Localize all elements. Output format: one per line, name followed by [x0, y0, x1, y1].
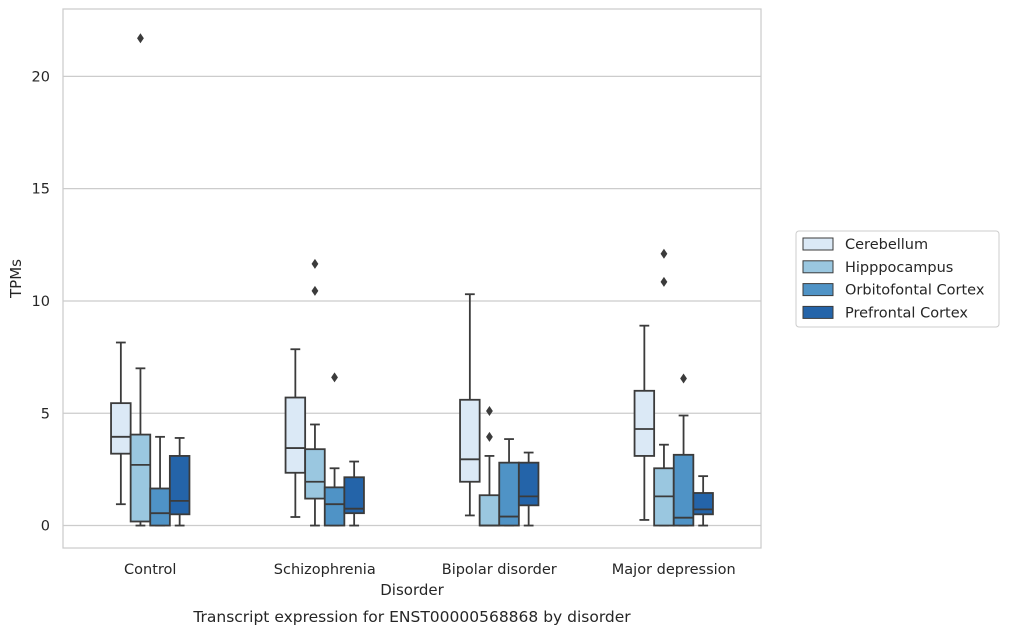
box — [672, 453, 695, 527]
y-tick-label: 20 — [32, 69, 50, 85]
legend-items: Cerebellum Hipppocampus Orbitofontal Corte… — [802, 237, 985, 321]
x-tick-label: Major depression — [612, 562, 736, 578]
legend-label: Hipppocampus — [845, 260, 953, 276]
legend-swatch — [802, 283, 834, 297]
box — [168, 455, 191, 516]
plot-area — [62, 8, 762, 549]
box — [478, 494, 501, 527]
boxes — [110, 33, 714, 527]
box — [110, 402, 132, 455]
y-tick-label: 0 — [41, 519, 50, 535]
x-tick-labels: Control Schizophrenia Bipolar disorder Majo… — [124, 562, 736, 578]
box — [323, 486, 346, 527]
box — [459, 398, 481, 483]
box — [692, 492, 714, 516]
x-axis-label: Disorder — [380, 581, 444, 599]
outlier-marker — [137, 33, 144, 44]
legend-frame — [795, 230, 1000, 328]
legend-swatch — [802, 305, 834, 319]
legend-label: Orbitofontal Cortex — [845, 283, 985, 299]
box — [284, 396, 307, 474]
outlier-marker — [311, 285, 319, 296]
y-tick-label: 5 — [41, 406, 50, 422]
x-tick-label: Bipolar disorder — [442, 562, 557, 578]
legend: Cerebellum Hipppocampus Orbitofontal Corte… — [795, 230, 1000, 328]
outlier-marker — [486, 431, 493, 442]
box — [343, 476, 365, 515]
box — [149, 487, 171, 527]
x-tick-label: Schizophrenia — [274, 562, 376, 578]
y-axis-label: TPMs — [7, 259, 25, 299]
outlier-marker — [311, 258, 319, 269]
chart-caption: Transcript expression for ENST0000056886… — [192, 608, 631, 626]
outlier-marker — [660, 248, 668, 259]
outlier-marker — [486, 406, 493, 417]
outlier-marker — [331, 372, 338, 383]
box — [129, 433, 152, 523]
x-tick-label: Control — [124, 562, 176, 578]
y-tick-label: 10 — [32, 294, 50, 310]
y-tick-label: 15 — [32, 182, 50, 198]
legend-label: Cerebellum — [845, 237, 928, 253]
legend-label: Prefrontal Cortex — [845, 305, 968, 321]
legend-swatch — [802, 237, 834, 251]
box — [304, 448, 326, 500]
legend-swatch — [802, 260, 834, 274]
box — [633, 389, 656, 457]
y-tick-labels: 0 5 10 15 20 — [32, 69, 50, 534]
outlier-marker — [680, 373, 687, 384]
box — [517, 461, 540, 507]
outlier-marker — [660, 276, 668, 287]
